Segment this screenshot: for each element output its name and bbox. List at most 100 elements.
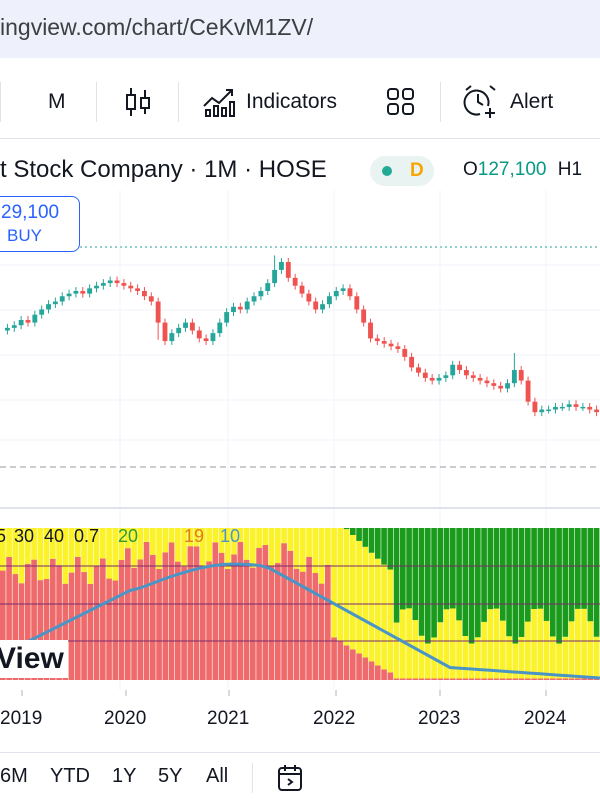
- zone-bar-red: [543, 678, 550, 680]
- symbol-name[interactable]: t Stock Company · 1M · HOSE: [0, 156, 327, 183]
- zone-bar-yellow: [362, 546, 369, 658]
- zone-bar-yellow: [418, 635, 425, 679]
- zone-bar-red: [537, 678, 544, 680]
- range-ytd-button[interactable]: YTD: [50, 765, 90, 787]
- zone-bar-yellow: [12, 528, 19, 575]
- range-1y-button[interactable]: 1Y: [112, 765, 137, 787]
- candle: [313, 301, 319, 310]
- zone-bar-yellow: [193, 528, 200, 547]
- candle: [100, 283, 106, 286]
- price-chart[interactable]: [0, 0, 600, 752]
- indicator-value: 20: [118, 526, 139, 546]
- zone-bar-red: [131, 567, 137, 680]
- range-all-button[interactable]: All: [206, 765, 229, 787]
- zone-bar-red: [75, 556, 81, 680]
- candle: [265, 283, 271, 291]
- zone-bar-yellow: [481, 621, 487, 679]
- zone-bar-yellow: [331, 528, 337, 638]
- zone-bar-yellow: [6, 528, 12, 557]
- chart-type-button[interactable]: [124, 66, 152, 138]
- zone-bar-red: [106, 578, 112, 680]
- zone-bar-red: [212, 542, 219, 680]
- candle: [107, 280, 113, 284]
- zone-bar-yellow: [87, 528, 94, 584]
- url-text[interactable]: ingview.com/chart/CeKvM1ZV/: [0, 14, 314, 40]
- zone-bar-yellow: [231, 528, 237, 555]
- zone-bar-yellow: [325, 528, 331, 565]
- candle: [183, 322, 188, 328]
- candle: [279, 262, 284, 270]
- zone-bar-yellow: [425, 643, 431, 679]
- layout-button[interactable]: [386, 66, 416, 138]
- zone-bar-yellow: [450, 608, 456, 679]
- layout-grid-icon: [387, 88, 414, 115]
- zone-bar-green: [450, 528, 456, 609]
- zone-bar-yellow: [181, 528, 187, 567]
- candle: [409, 356, 415, 368]
- indicators-button[interactable]: Indicators: [202, 66, 337, 138]
- candle: [422, 372, 428, 378]
- zone-bar-green: [562, 528, 569, 637]
- zone-bar-yellow: [550, 636, 556, 679]
- zone-bar-yellow: [462, 635, 469, 679]
- indicators-label: Indicators: [246, 90, 338, 113]
- zone-bar-red: [100, 558, 106, 680]
- candle: [484, 380, 490, 384]
- zone-bar-yellow: [475, 637, 481, 679]
- zone-bar-yellow: [100, 528, 106, 559]
- zone-bar-red: [56, 565, 62, 680]
- zone-bar-yellow: [168, 528, 175, 543]
- data-delay-badge: D: [410, 160, 424, 181]
- calendar-goto-icon[interactable]: [276, 763, 306, 793]
- candle: [416, 367, 421, 373]
- indicator-line: [0, 562, 600, 680]
- zone-bar-red: [181, 566, 187, 680]
- zone-bar-green: [368, 528, 375, 553]
- candle: [498, 385, 504, 389]
- zone-bar-red: [325, 564, 331, 680]
- zone-bar-red: [587, 678, 594, 680]
- candle: [162, 322, 168, 342]
- zone-bar-red: [31, 559, 37, 680]
- indicator-value: 19: [184, 526, 205, 546]
- zone-bar-red: [168, 542, 175, 680]
- zone-bar-yellow: [37, 528, 44, 581]
- zone-bar-green: [531, 528, 537, 610]
- zone-bar-green: [518, 528, 525, 638]
- range-5y-button[interactable]: 5Y: [158, 765, 183, 787]
- toolbar-separator: [0, 82, 1, 122]
- zone-bar-yellow: [225, 528, 231, 570]
- zone-bar-red: [12, 574, 19, 680]
- alert-button[interactable]: Alert: [462, 66, 553, 138]
- zone-bar-yellow: [43, 528, 50, 580]
- candle: [450, 364, 456, 376]
- zone-bar-yellow: [0, 528, 6, 571]
- candle: [443, 375, 449, 378]
- zone-bar-red: [50, 558, 56, 680]
- candle: [505, 383, 510, 389]
- zone-bar-red: [243, 559, 250, 680]
- zone-bar-yellow: [312, 528, 319, 573]
- candle: [80, 290, 86, 294]
- candle: [470, 375, 476, 378]
- zone-bar-red: [481, 678, 487, 680]
- data-status-badge[interactable]: D: [370, 156, 434, 186]
- candle: [32, 314, 38, 323]
- interval-label: M: [48, 90, 66, 113]
- zone-bar-yellow: [150, 528, 156, 555]
- indicator-param: 30: [14, 526, 35, 546]
- buy-price-label[interactable]: 29,100 BUY: [0, 196, 80, 252]
- zone-bar-green: [506, 528, 512, 637]
- interval-button[interactable]: M: [48, 66, 66, 138]
- zone-bar-red: [137, 559, 144, 680]
- zone-bar-yellow: [112, 528, 119, 581]
- candle: [244, 301, 250, 310]
- address-bar[interactable]: ingview.com/chart/CeKvM1ZV/: [0, 0, 600, 58]
- range-6m-button[interactable]: 6M: [0, 765, 28, 787]
- candle: [52, 301, 58, 305]
- zone-bar-red: [231, 554, 237, 680]
- zone-bar-red: [318, 583, 325, 680]
- zone-bar-red: [218, 552, 225, 680]
- zone-bar-yellow: [175, 528, 181, 562]
- zone-bar-red: [287, 550, 294, 680]
